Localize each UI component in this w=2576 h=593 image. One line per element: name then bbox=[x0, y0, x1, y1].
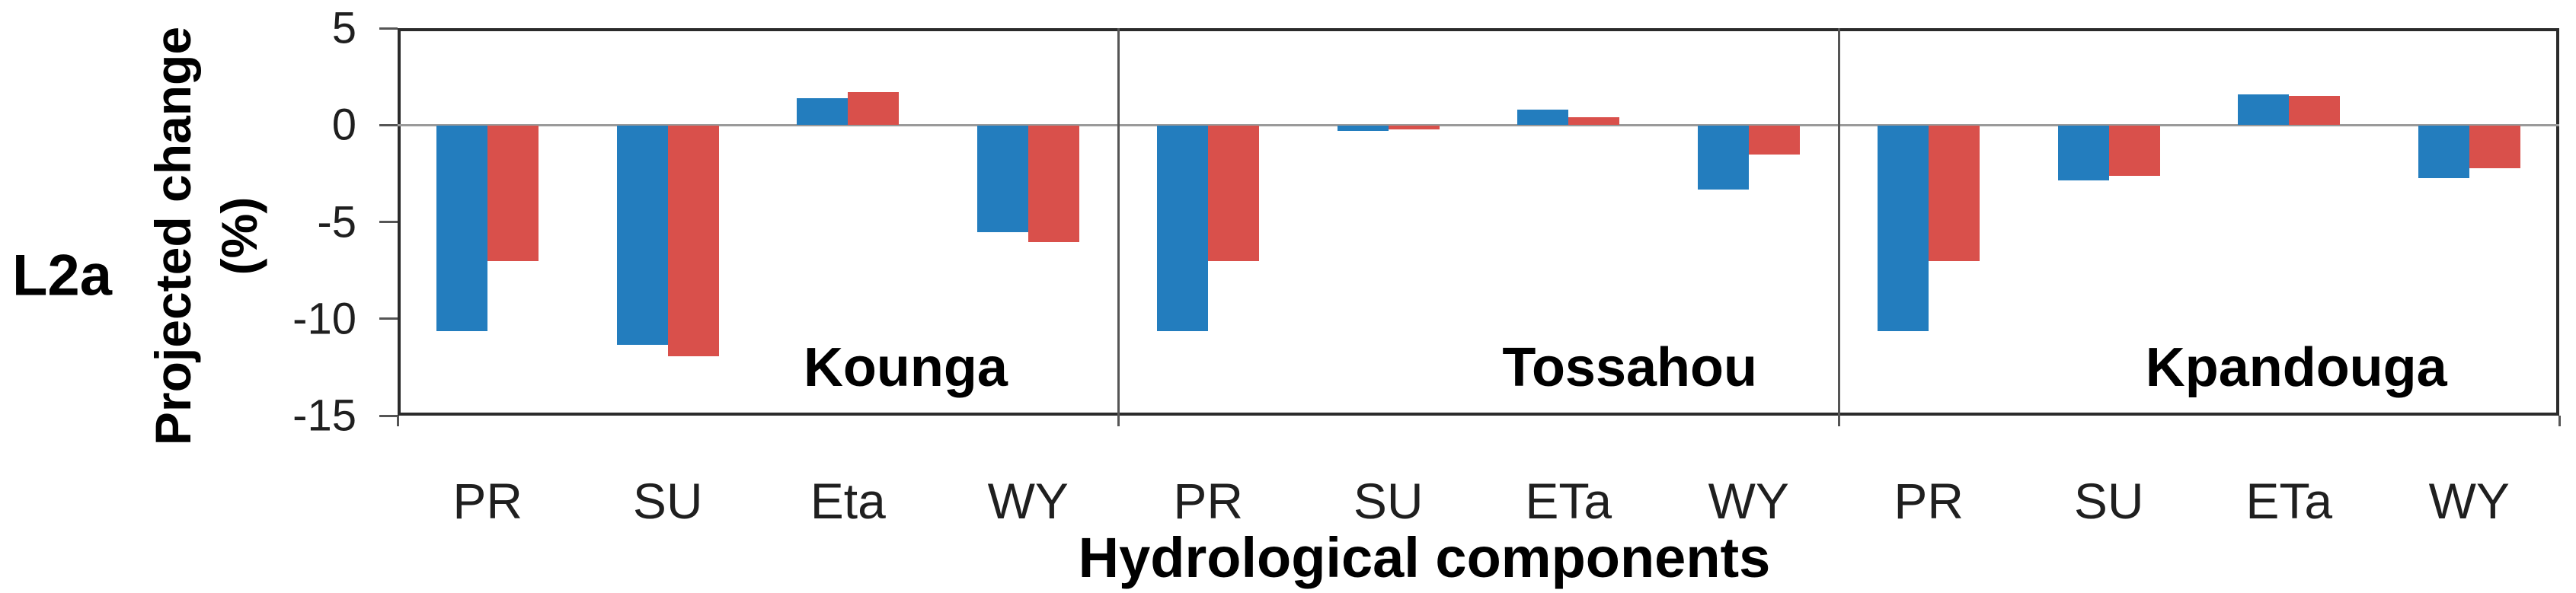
y-axis-tick bbox=[379, 27, 398, 30]
blue-bar-kounga-pr bbox=[436, 126, 488, 332]
panel-label-tossahou: Tossahou bbox=[1502, 337, 1757, 398]
x-axis-tick bbox=[1117, 416, 1120, 426]
blue-bar-tossahou-pr bbox=[1157, 126, 1209, 332]
y-axis-tick bbox=[379, 414, 398, 417]
red-bar-kounga-pr bbox=[487, 126, 539, 262]
y-axis-title-line1: Projected change bbox=[144, 26, 201, 446]
blue-bar-kpandouga-wy bbox=[2418, 126, 2469, 178]
category-label: WY bbox=[1708, 473, 1789, 529]
blue-bar-tossahou-eta bbox=[1517, 109, 1569, 126]
x-axis-tick bbox=[2558, 416, 2561, 426]
red-bar-kpandouga-eta bbox=[2289, 96, 2341, 126]
blue-bar-kpandouga-eta bbox=[2238, 94, 2290, 126]
category-label: ETa bbox=[2245, 473, 2333, 529]
category-label: SU bbox=[2073, 473, 2144, 529]
red-bar-kounga-su bbox=[667, 126, 719, 357]
figure-label: L2a bbox=[12, 243, 112, 308]
red-bar-tossahou-su bbox=[1388, 126, 1440, 130]
red-bar-tossahou-wy bbox=[1748, 126, 1800, 155]
red-bar-tossahou-eta bbox=[1568, 117, 1620, 126]
y-tick-label: -5 bbox=[317, 197, 356, 247]
blue-bar-kpandouga-su bbox=[2057, 126, 2109, 180]
category-label: SU bbox=[1353, 473, 1424, 529]
panel-divider bbox=[1117, 28, 1120, 416]
red-bar-tossahou-pr bbox=[1208, 126, 1260, 262]
blue-bar-kounga-su bbox=[616, 126, 668, 345]
y-tick-label: -15 bbox=[292, 391, 356, 441]
red-bar-kounga-wy bbox=[1028, 126, 1079, 242]
plot-area bbox=[398, 28, 2559, 416]
y-tick-label: 0 bbox=[331, 100, 356, 150]
category-label: Eta bbox=[810, 473, 886, 529]
blue-bar-kounga-eta bbox=[797, 97, 849, 126]
y-axis-tick bbox=[379, 123, 398, 126]
zero-gridline bbox=[398, 123, 2559, 126]
panel-label-kounga: Kounga bbox=[803, 337, 1008, 398]
panel-label-kpandouga: Kpandouga bbox=[2145, 337, 2447, 398]
x-axis-tick bbox=[1837, 416, 1840, 426]
category-label: ETa bbox=[1525, 473, 1612, 529]
red-bar-kpandouga-pr bbox=[1929, 126, 1980, 262]
blue-bar-tossahou-su bbox=[1337, 126, 1389, 131]
blue-bar-tossahou-wy bbox=[1697, 126, 1749, 190]
y-tick-label: -10 bbox=[292, 294, 356, 344]
category-label: WY bbox=[987, 473, 1069, 529]
category-label: PR bbox=[1173, 473, 1244, 529]
red-bar-kpandouga-wy bbox=[2469, 126, 2520, 169]
panel-divider bbox=[1837, 28, 1840, 416]
category-label: PR bbox=[452, 473, 523, 529]
x-axis-title: Hydrological components bbox=[1078, 526, 1771, 589]
x-axis-tick bbox=[396, 416, 399, 426]
y-axis-tick bbox=[379, 221, 398, 223]
category-label: PR bbox=[1894, 473, 1964, 529]
red-bar-kpandouga-su bbox=[2108, 126, 2160, 177]
red-bar-kounga-eta bbox=[848, 91, 900, 126]
y-axis-tick bbox=[379, 317, 398, 320]
blue-bar-kpandouga-pr bbox=[1878, 126, 1929, 332]
category-label: SU bbox=[632, 473, 703, 529]
blue-bar-kounga-wy bbox=[976, 126, 1028, 233]
category-label: WY bbox=[2428, 473, 2510, 529]
y-tick-label: 5 bbox=[331, 3, 356, 53]
